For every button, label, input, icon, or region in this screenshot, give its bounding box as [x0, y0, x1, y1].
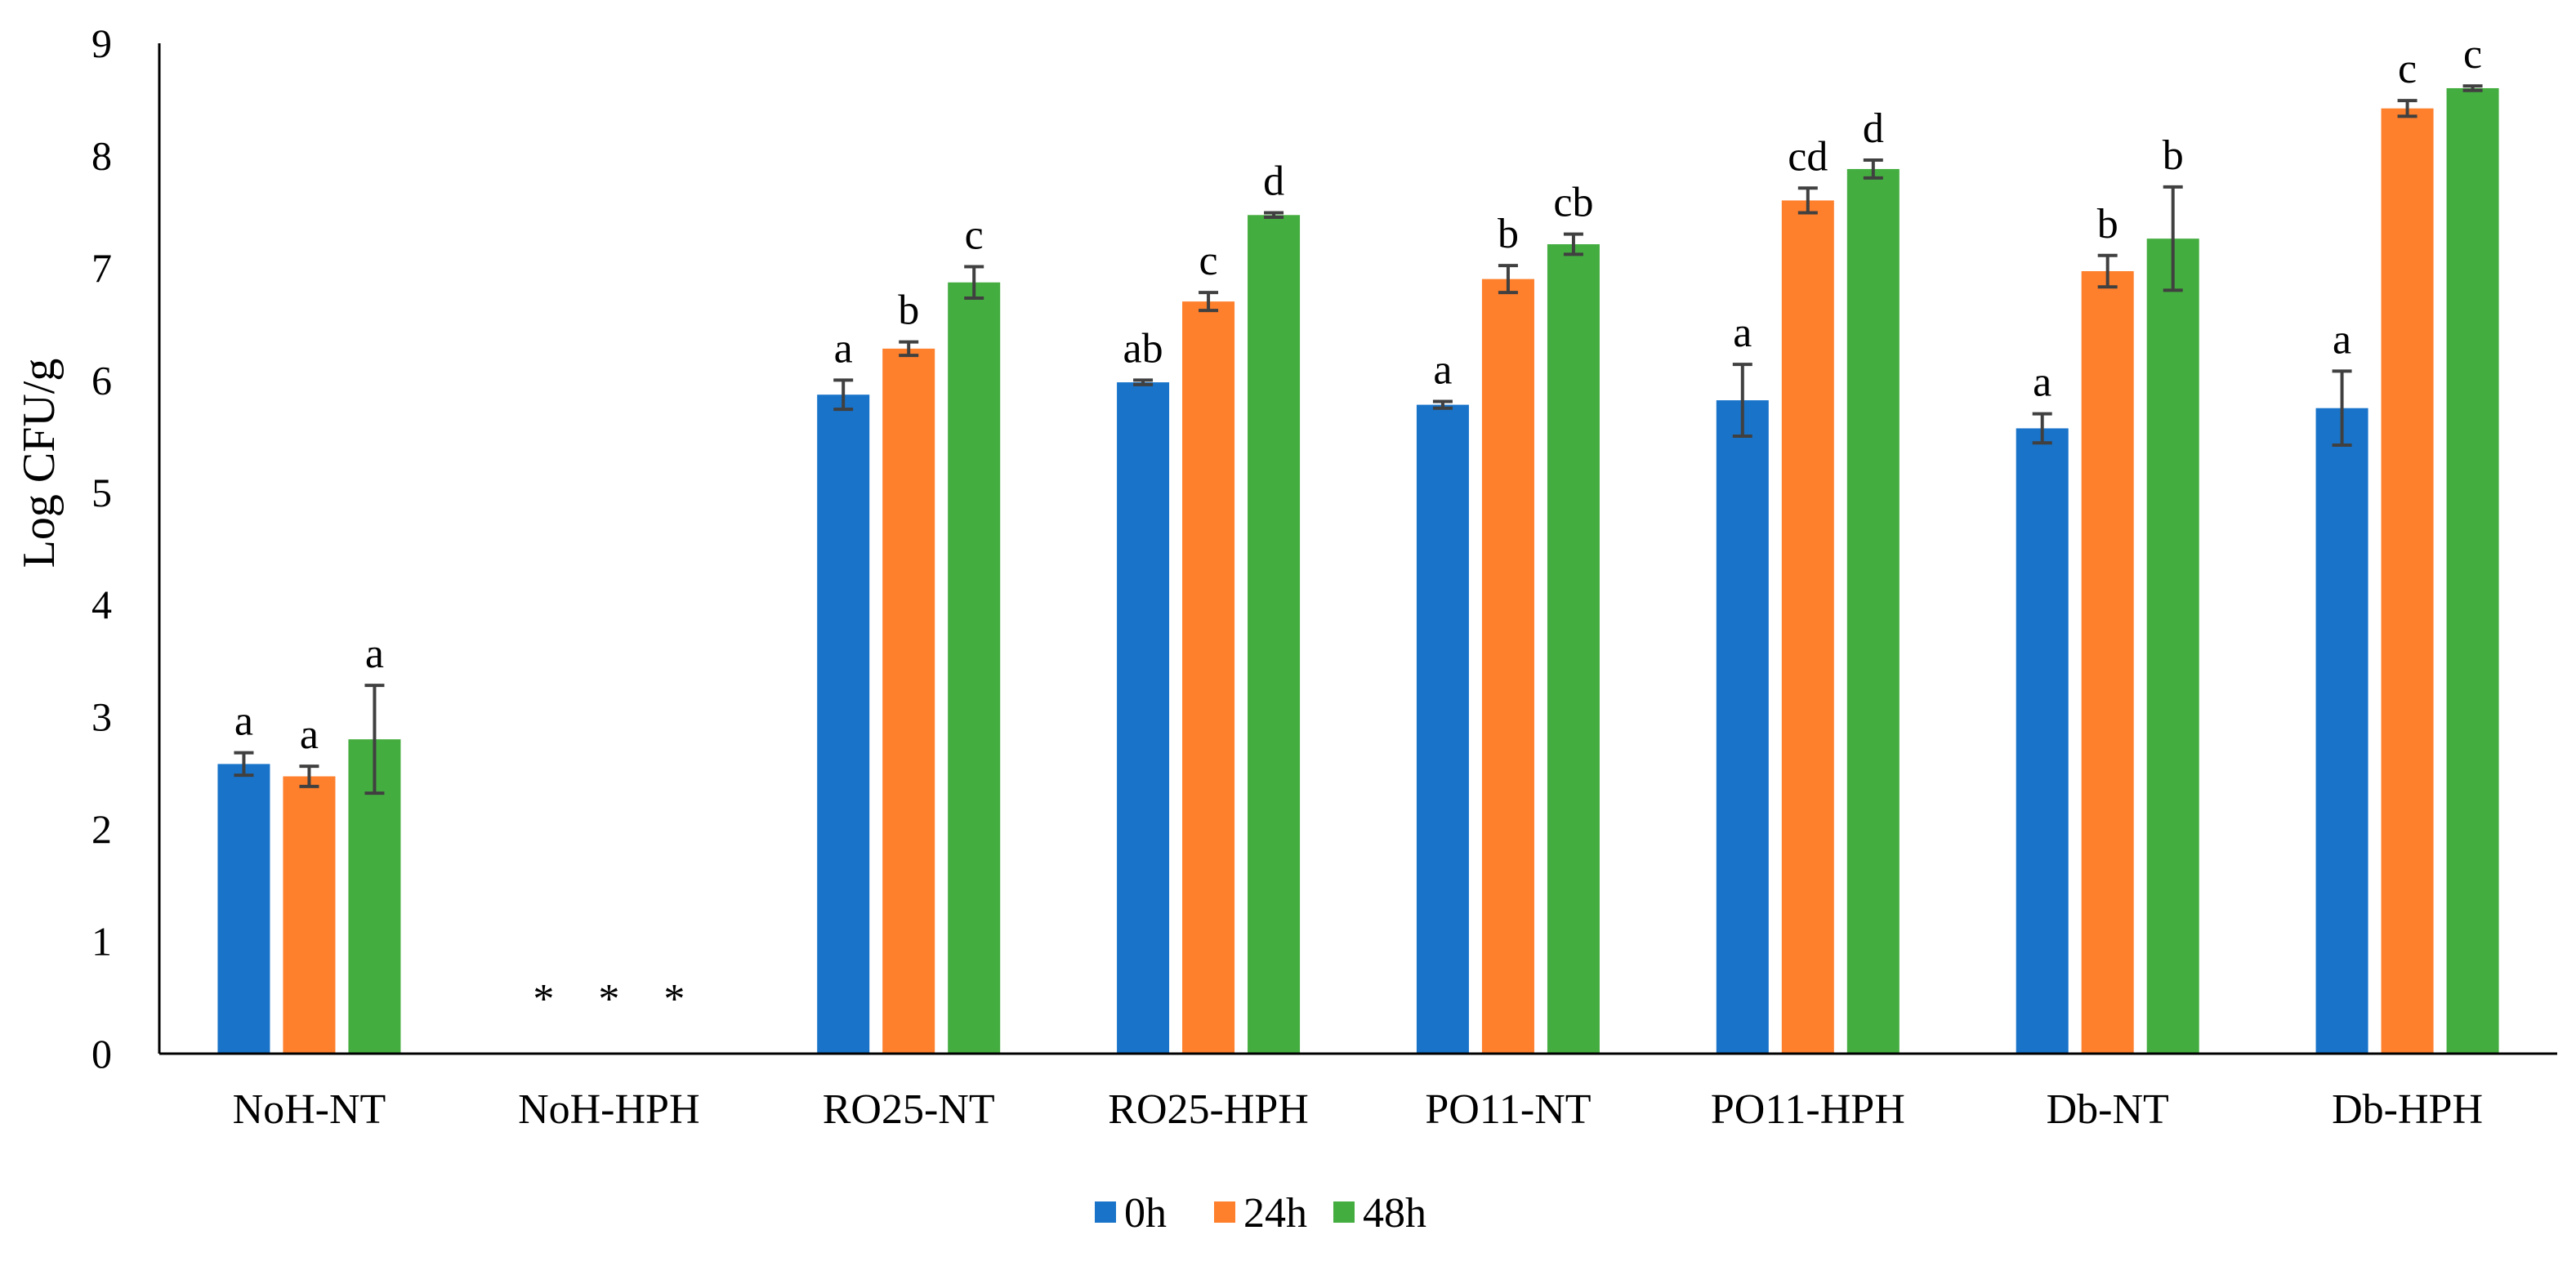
bar	[882, 348, 935, 1054]
y-axis-label: Log CFU/g	[14, 359, 65, 568]
significance-label: a	[2033, 359, 2051, 406]
x-category-label: RO25-NT	[823, 1086, 995, 1133]
y-tick-label: 2	[92, 806, 112, 852]
bar	[1781, 200, 1834, 1054]
significance-label: a	[1433, 346, 1452, 393]
significance-label: d	[1863, 105, 1884, 152]
significance-label: ab	[1123, 325, 1163, 372]
bar	[1248, 215, 1301, 1054]
significance-label: cb	[1553, 180, 1593, 226]
bar	[1481, 279, 1534, 1054]
y-tick-label: 4	[92, 582, 112, 627]
y-tick-label: 5	[92, 470, 112, 515]
bar	[2016, 428, 2069, 1054]
x-category-label: NoH-NT	[233, 1086, 386, 1133]
bar	[2446, 87, 2499, 1054]
significance-label: a	[2333, 316, 2351, 363]
x-axis: NoH-NT NoH-HPH RO25-NT RO25-HPH PO11-NT PO11-…	[159, 1052, 2557, 1133]
not-detected-marker: *	[598, 976, 619, 1023]
legend: 0h 24h 48h	[1095, 1190, 1426, 1237]
y-tick-label: 7	[92, 245, 112, 291]
significance-label: c	[1199, 238, 1218, 284]
bar	[1846, 168, 1900, 1054]
bar	[2381, 108, 2434, 1054]
bar	[2146, 238, 2199, 1054]
bar	[1117, 382, 1170, 1054]
x-category-label: PO11-NT	[1425, 1086, 1591, 1133]
y-tick-label: 9	[92, 20, 112, 66]
significance-label: b	[898, 288, 919, 334]
y-tick-label: 0	[92, 1031, 112, 1077]
significance-label: c	[2463, 31, 2482, 78]
significance-label: b	[2163, 132, 2184, 179]
bar	[283, 776, 336, 1054]
significance-label: cd	[1788, 133, 1828, 180]
significance-label: b	[1498, 211, 1519, 257]
not-detected-marker: *	[663, 976, 685, 1023]
y-axis: 0 1 2 3 4 5 6 7 8 9	[92, 20, 161, 1077]
legend-label: 48h	[1363, 1190, 1426, 1237]
x-category-label: PO11-HPH	[1711, 1086, 1905, 1133]
legend-swatch	[1214, 1201, 1235, 1223]
x-category-label: RO25-HPH	[1108, 1086, 1309, 1133]
bar	[1416, 404, 1469, 1054]
significance-label: d	[1263, 158, 1284, 205]
y-tick-label: 6	[92, 357, 112, 403]
legend-label: 24h	[1243, 1190, 1307, 1237]
significance-label: a	[234, 698, 253, 745]
significance-label: c	[965, 212, 984, 259]
y-tick-label: 3	[92, 694, 112, 740]
legend-swatch	[1333, 1201, 1355, 1223]
significance-label: b	[2097, 201, 2118, 247]
significance-label: a	[1733, 310, 1752, 356]
bar	[217, 764, 270, 1054]
y-tick-label: 1	[92, 919, 112, 965]
legend-label: 0h	[1124, 1190, 1167, 1237]
x-category-label: Db-NT	[2047, 1086, 2169, 1133]
not-detected-marker: *	[533, 976, 554, 1023]
bar	[948, 282, 1001, 1054]
bar	[2081, 271, 2134, 1054]
significance-label: a	[300, 711, 319, 758]
significance-label: c	[2398, 46, 2417, 92]
legend-swatch	[1095, 1201, 1116, 1223]
significance-label: a	[365, 631, 384, 677]
x-category-label: NoH-HPH	[518, 1086, 699, 1133]
bar	[1547, 244, 1600, 1054]
bar	[817, 395, 870, 1054]
bar	[1716, 400, 1769, 1054]
significance-label: a	[834, 325, 853, 372]
bar	[2315, 408, 2368, 1054]
x-category-label: Db-HPH	[2332, 1086, 2483, 1133]
bar	[1182, 301, 1235, 1054]
y-tick-label: 8	[92, 132, 112, 178]
